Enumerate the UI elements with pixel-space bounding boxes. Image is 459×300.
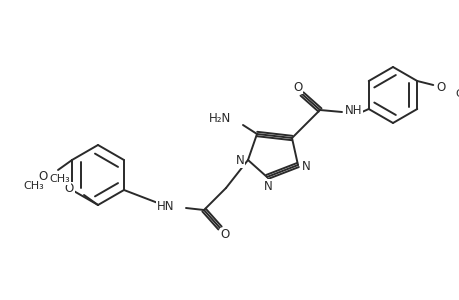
Text: CH₃: CH₃ <box>454 89 459 99</box>
Text: H₂N: H₂N <box>208 112 230 125</box>
Text: O: O <box>436 80 445 94</box>
Text: CH₃: CH₃ <box>23 181 45 191</box>
Text: CH₃: CH₃ <box>50 174 70 184</box>
Text: HN: HN <box>156 200 174 214</box>
Text: O: O <box>65 182 74 196</box>
Text: O: O <box>220 229 229 242</box>
Text: O: O <box>39 169 48 182</box>
Text: O: O <box>293 80 302 94</box>
Text: N: N <box>235 154 244 167</box>
Text: N: N <box>263 179 272 193</box>
Text: NH: NH <box>345 104 362 118</box>
Text: N: N <box>301 160 310 173</box>
